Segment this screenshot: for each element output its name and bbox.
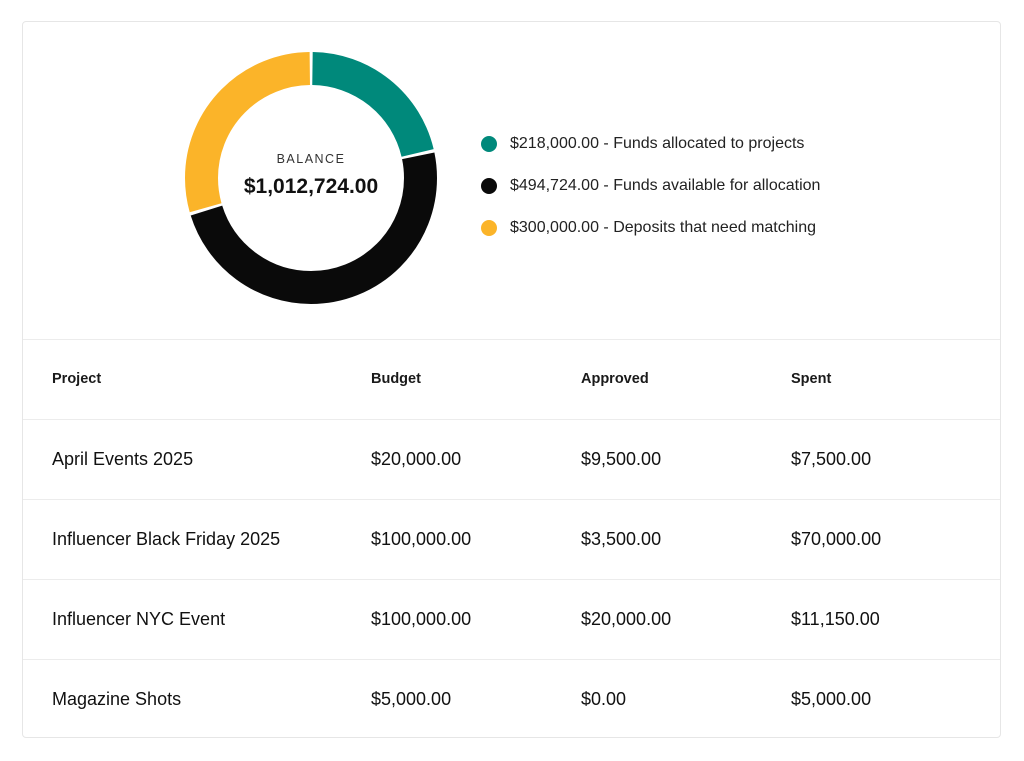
- chart-legend: $218,000.00 - Funds allocated to project…: [481, 123, 820, 249]
- donut-svg: [185, 52, 437, 304]
- balance-card: BALANCE $1,012,724.00 $218,000.00 - Fund…: [22, 21, 1001, 738]
- projects-table: Project Budget Approved Spent April Even…: [23, 339, 1000, 737]
- column-header-approved[interactable]: Approved: [581, 371, 649, 387]
- budget-value: $5,000.00: [371, 689, 452, 709]
- yellow-dot-icon: [481, 220, 497, 236]
- spent-value: $7,500.00: [791, 449, 872, 469]
- column-header-project[interactable]: Project: [52, 371, 102, 387]
- legend-label: $300,000.00 - Deposits that need matchin…: [510, 219, 816, 236]
- balance-donut-chart: BALANCE $1,012,724.00: [185, 52, 437, 304]
- black-dot-icon: [481, 178, 497, 194]
- teal-dot-icon: [481, 136, 497, 152]
- legend-item-available: $494,724.00 - Funds available for alloca…: [481, 165, 820, 207]
- table-row[interactable]: Influencer NYC Event $100,000.00 $20,000…: [23, 579, 1000, 659]
- column-header-budget[interactable]: Budget: [371, 371, 421, 387]
- project-name: Influencer NYC Event: [52, 609, 226, 629]
- approved-value: $3,500.00: [581, 529, 662, 549]
- legend-label: $218,000.00 - Funds allocated to project…: [510, 135, 805, 152]
- budget-value: $100,000.00: [371, 529, 472, 549]
- table-row[interactable]: Magazine Shots $5,000.00 $0.00 $5,000.00: [23, 659, 1000, 737]
- spent-value: $70,000.00: [791, 529, 882, 549]
- project-name: Magazine Shots: [52, 689, 182, 709]
- balance-summary: BALANCE $1,012,724.00 $218,000.00 - Fund…: [23, 22, 1000, 339]
- legend-item-allocated: $218,000.00 - Funds allocated to project…: [481, 123, 820, 165]
- budget-value: $20,000.00: [371, 449, 462, 469]
- approved-value: $20,000.00: [581, 609, 672, 629]
- budget-value: $100,000.00: [371, 609, 472, 629]
- balance-value: $1,012,724.00: [243, 175, 379, 198]
- table-row[interactable]: April Events 2025 $20,000.00 $9,500.00 $…: [23, 419, 1000, 499]
- donut-segment-available: [185, 52, 437, 304]
- balance-label: BALANCE: [276, 152, 346, 166]
- table-row[interactable]: Influencer Black Friday 2025 $100,000.00…: [23, 499, 1000, 579]
- table-header-row: Project Budget Approved Spent: [23, 339, 1000, 419]
- column-header-spent[interactable]: Spent: [791, 371, 832, 387]
- donut-segment-deposits: [185, 52, 437, 304]
- project-name: April Events 2025: [52, 449, 194, 469]
- approved-value: $0.00: [581, 689, 627, 709]
- spent-value: $5,000.00: [791, 689, 872, 709]
- legend-label: $494,724.00 - Funds available for alloca…: [510, 177, 821, 194]
- project-name: Influencer Black Friday 2025: [52, 529, 281, 549]
- legend-item-deposits: $300,000.00 - Deposits that need matchin…: [481, 207, 820, 249]
- approved-value: $9,500.00: [581, 449, 662, 469]
- spent-value: $11,150.00: [791, 609, 880, 629]
